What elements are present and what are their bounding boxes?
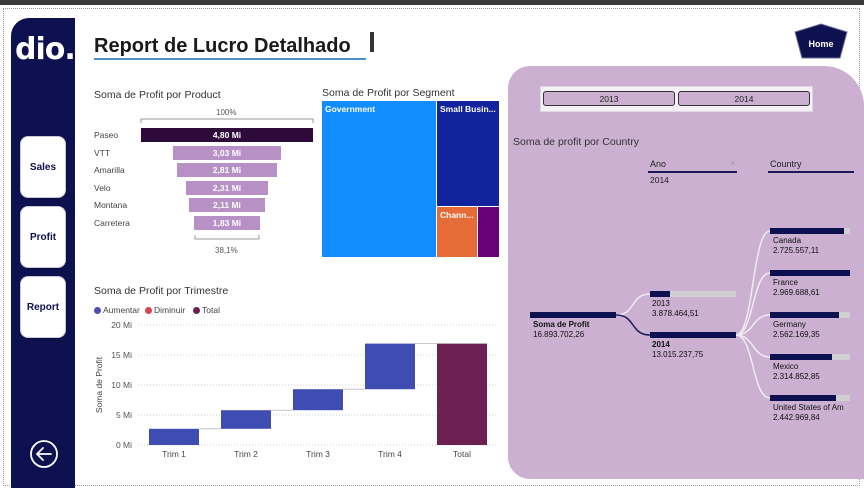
link-soft bbox=[615, 293, 651, 316]
funnel-bar-montana[interactable]: 2,11 Mi bbox=[189, 198, 265, 212]
waterfall-bar-2[interactable] bbox=[221, 410, 271, 429]
link-soft bbox=[735, 334, 771, 358]
funnel-top-pct: 100% bbox=[216, 108, 237, 117]
waterfall-chart: 0 Mi 5 Mi 10 Mi 15 Mi 20 Mi Soma de Profit Tri… bbox=[94, 320, 498, 459]
close-icon[interactable]: × bbox=[730, 158, 736, 168]
y-tick-label: 20 Mi bbox=[111, 320, 132, 330]
funnel-bar-carretera[interactable]: 1,83 Mi bbox=[194, 215, 260, 230]
link-soft bbox=[735, 334, 771, 399]
funnel-label-velo: Velo bbox=[94, 182, 111, 193]
waterfall-title: Soma de Profit por Trimestre bbox=[94, 285, 229, 297]
legend-dot-icon bbox=[193, 306, 200, 314]
y-axis-label: Soma de Profit bbox=[94, 356, 104, 413]
column-header-ano: Ano bbox=[650, 159, 667, 169]
decomp-tree-links bbox=[615, 230, 771, 399]
waterfall-bar-4[interactable] bbox=[365, 343, 415, 390]
funnel-bar-vtt[interactable]: 3,03 Mi bbox=[172, 145, 282, 160]
page-title: Report de Lucro Detalhado bbox=[94, 35, 351, 57]
ano-header-line bbox=[648, 171, 737, 173]
legend-diminuir: Diminuir bbox=[145, 305, 185, 315]
decomp-tree-title: Soma de profit por Country bbox=[513, 136, 640, 148]
x-tick-label: Trim 3 bbox=[306, 449, 330, 459]
funnel-bar-paseo[interactable]: 4,80 Mi bbox=[141, 128, 313, 142]
title-underline bbox=[94, 58, 366, 60]
year-bar-bg bbox=[650, 291, 736, 297]
nav-sales-button[interactable]: Sales bbox=[20, 136, 66, 198]
x-tick-label: Trim 2 bbox=[234, 449, 258, 459]
year-bar-2014[interactable] bbox=[650, 332, 736, 338]
waterfall-bar-1[interactable] bbox=[149, 428, 199, 445]
year-bar-2013[interactable] bbox=[650, 291, 670, 297]
nav-profit-button[interactable]: Profit bbox=[20, 206, 66, 268]
funnel-bar-amarilla[interactable]: 2,81 Mi bbox=[176, 163, 278, 177]
funnel-bottom-pct: 38,1% bbox=[215, 246, 238, 255]
root-node-label: Soma de Profit 16.893.702,26 bbox=[533, 320, 590, 339]
slicer-option-2013[interactable]: 2013 bbox=[543, 91, 675, 106]
country-bar-mexico[interactable] bbox=[770, 354, 833, 360]
sidebar: dio. Sales Profit Report bbox=[11, 18, 76, 488]
country-bar-united-states-of-am[interactable] bbox=[770, 395, 836, 401]
country-bar-canada[interactable] bbox=[770, 228, 844, 234]
country-node-label: Canada 2.725.557,11 bbox=[773, 236, 820, 255]
tile-label: Small Busin... bbox=[440, 104, 496, 114]
tile-label: Chann... bbox=[440, 210, 474, 220]
legend-aumentar: Aumentar bbox=[94, 305, 140, 315]
link-soft bbox=[735, 272, 771, 336]
funnel-label-carretera: Carretera bbox=[94, 217, 130, 228]
ano-filter-value: 2014 bbox=[650, 175, 669, 185]
window-top-bar bbox=[0, 0, 864, 5]
link-soft bbox=[735, 230, 771, 336]
home-label: Home bbox=[808, 39, 833, 49]
link-strong bbox=[615, 314, 651, 336]
y-tick-label: 10 Mi bbox=[111, 380, 132, 390]
year-node-label: 2013 3.878.464,51 bbox=[652, 299, 699, 318]
slicer-option-2014[interactable]: 2014 bbox=[678, 91, 810, 106]
x-tick-label: Trim 1 bbox=[162, 449, 186, 459]
treemap-title: Soma de Profit por Segment bbox=[322, 87, 455, 99]
country-node-label: Germany 2.562.169,35 bbox=[773, 320, 820, 339]
country-bar-france[interactable] bbox=[770, 270, 850, 276]
x-tick-label: Trim 4 bbox=[378, 449, 402, 459]
funnel-label-amarilla: Amarilla bbox=[94, 165, 125, 175]
column-header-country: Country bbox=[770, 159, 802, 169]
country-node-label: Mexico 2.314.852,85 bbox=[773, 362, 820, 381]
legend-total: Total bbox=[193, 305, 220, 315]
back-arrow-icon[interactable] bbox=[29, 439, 59, 469]
country-bar-germany[interactable] bbox=[770, 312, 839, 318]
treemap-tile-government[interactable]: Government bbox=[322, 101, 436, 257]
funnel-label-montana: Montana bbox=[94, 200, 128, 210]
treemap-tile-small-business[interactable]: Small Busin... bbox=[437, 101, 499, 206]
waterfall-bar-5[interactable] bbox=[437, 343, 487, 445]
year-node-label: 2014 13.015.237,75 bbox=[652, 340, 704, 359]
funnel-top-bracket bbox=[140, 118, 314, 123]
waterfall-bar-3[interactable] bbox=[293, 389, 343, 411]
y-tick-label: 5 Mi bbox=[116, 410, 132, 420]
y-tick-label: 0 Mi bbox=[116, 440, 132, 450]
country-node-label: United States of Am 2.442.969,84 bbox=[773, 403, 844, 422]
funnel-label-paseo: Paseo bbox=[94, 130, 119, 140]
country-header-line bbox=[768, 171, 854, 173]
treemap-tile-channel[interactable]: Chann... bbox=[437, 207, 477, 257]
tile-label: Government bbox=[325, 104, 376, 114]
legend-dot-icon bbox=[94, 306, 101, 314]
funnel-title: Soma de Profit por Product bbox=[94, 89, 221, 101]
funnel-label-vtt: VTT bbox=[94, 147, 111, 158]
x-tick-label: Total bbox=[453, 449, 471, 459]
nav-report-button[interactable]: Report bbox=[20, 276, 66, 338]
funnel-bottom-bracket bbox=[194, 235, 260, 240]
dio-logo: dio. bbox=[15, 32, 76, 67]
root-node-bar[interactable] bbox=[530, 312, 616, 318]
legend-dot-icon bbox=[145, 306, 152, 314]
y-tick-label: 15 Mi bbox=[111, 350, 132, 360]
link-soft bbox=[735, 314, 771, 336]
home-button[interactable]: Home bbox=[794, 23, 848, 59]
funnel-bar-velo[interactable]: 2,31 Mi bbox=[185, 180, 269, 195]
country-node-label: France 2.969.688,61 bbox=[773, 278, 820, 297]
treemap-tile-other[interactable] bbox=[478, 207, 499, 257]
title-cursor-bar bbox=[370, 32, 374, 52]
